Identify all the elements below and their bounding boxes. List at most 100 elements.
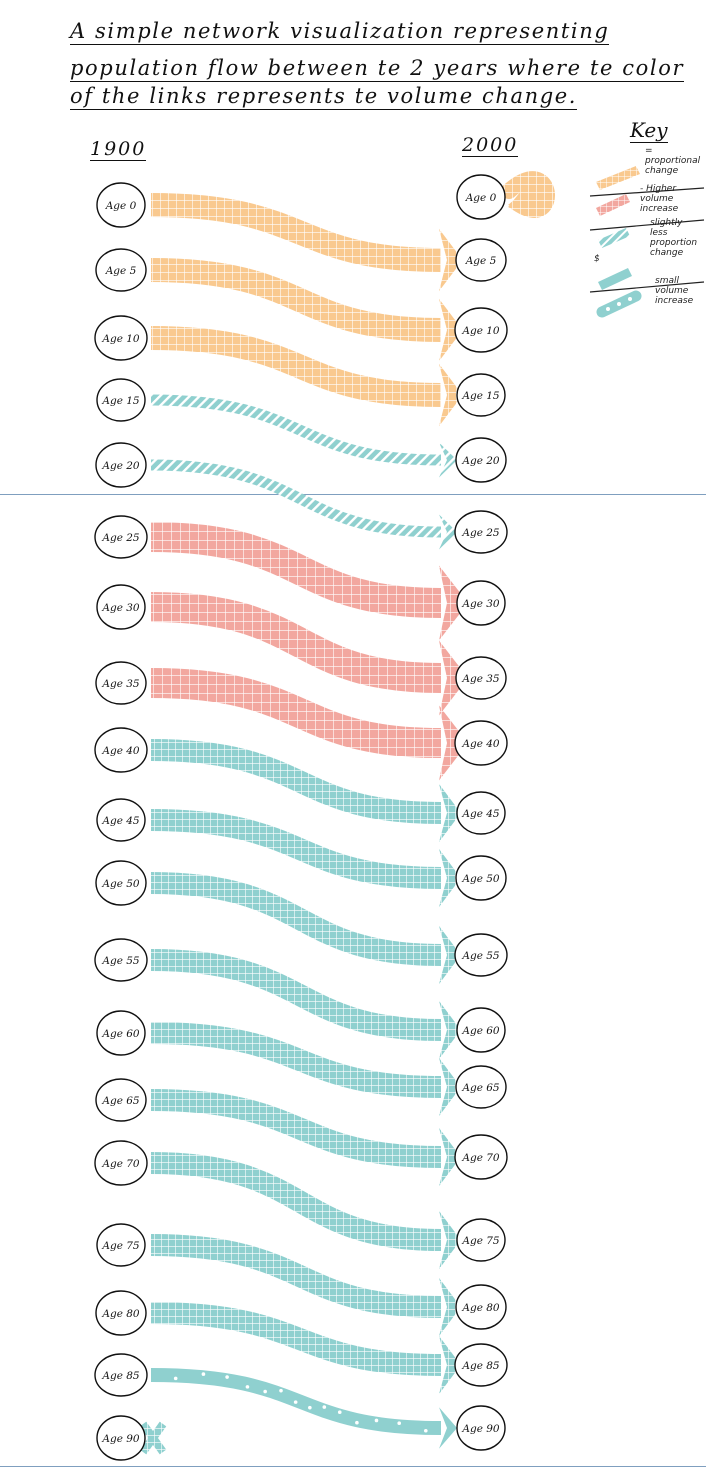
key-title: Key <box>630 118 668 143</box>
node-label: Age 20 <box>101 460 140 472</box>
node-circle <box>456 580 506 626</box>
node-label: Age 0 <box>465 192 497 204</box>
node-circle <box>95 860 147 906</box>
node-1900-age-60: Age 60 <box>96 1010 146 1056</box>
node-circle <box>455 855 507 901</box>
link-age-55-to-age-60 <box>150 949 461 1060</box>
node-circle <box>456 791 506 835</box>
node-1900-age-25: Age 25 <box>94 515 148 559</box>
node-circle <box>95 661 147 705</box>
link-age-35-to-age-40 <box>150 668 468 781</box>
node-2000-age-30: Age 30 <box>456 580 506 626</box>
node-label: Age 50 <box>461 873 500 885</box>
node-label: Age 45 <box>101 815 140 827</box>
node-label: Age 40 <box>461 738 500 750</box>
node-1900-age-45: Age 45 <box>96 798 146 842</box>
node-circle <box>94 727 148 773</box>
key-swatches <box>589 166 705 318</box>
key-swatch-small-volume <box>596 290 642 318</box>
node-circle <box>455 1284 507 1330</box>
node-circle <box>456 1007 506 1053</box>
node-label: Age 25 <box>461 527 500 539</box>
node-2000-age-40: Age 40 <box>454 720 508 766</box>
node-1900-age-80: Age 80 <box>95 1290 147 1336</box>
node-circle <box>455 238 507 282</box>
node-2000-age-5: Age 5 <box>455 238 507 282</box>
node-label: Age 35 <box>101 678 140 690</box>
key-rule <box>589 187 705 197</box>
node-2000-age-10: Age 10 <box>454 307 508 353</box>
node-1900-age-10: Age 10 <box>94 315 148 361</box>
links-layer <box>139 171 555 1455</box>
node-circle <box>456 174 506 220</box>
node-label: Age 55 <box>101 955 140 967</box>
node-2000-age-25: Age 25 <box>454 510 508 554</box>
link-age-50-to-age-55 <box>150 872 461 985</box>
key-swatch-proportional <box>596 166 640 190</box>
node-circle <box>96 584 146 630</box>
node-label: Age 15 <box>101 395 140 407</box>
node-2000-age-50: Age 50 <box>455 855 507 901</box>
key-label-small-volume: small volume increase <box>655 276 694 306</box>
node-2000-age-55: Age 55 <box>454 933 508 977</box>
node-label: Age 5 <box>105 265 137 277</box>
node-label: Age 70 <box>101 1158 140 1170</box>
node-label: Age 15 <box>461 390 500 402</box>
node-circle <box>94 515 148 559</box>
node-2000-age-0: Age 0 <box>456 174 506 220</box>
node-1900-age-15: Age 15 <box>96 378 146 422</box>
key-dollar-mark: $ <box>594 254 600 264</box>
node-2000-age-15: Age 15 <box>456 373 506 417</box>
key-swatch-slightly-less <box>598 228 632 290</box>
node-2000-age-20: Age 20 <box>455 437 507 483</box>
node-circle <box>456 1405 506 1451</box>
node-circle <box>94 1353 148 1397</box>
link-age-0-to-age-5 <box>150 193 463 292</box>
node-1900-age-30: Age 30 <box>96 584 146 630</box>
node-label: Age 65 <box>101 1095 140 1107</box>
node-2000-age-85: Age 85 <box>454 1343 508 1387</box>
node-circle <box>455 1065 507 1109</box>
node-circle <box>94 1140 148 1186</box>
node-2000-age-65: Age 65 <box>455 1065 507 1109</box>
node-label: Age 60 <box>461 1025 500 1037</box>
node-circle <box>96 182 146 228</box>
node-label: Age 10 <box>101 333 140 345</box>
age0-self-loop <box>501 171 555 218</box>
node-2000-age-60: Age 60 <box>456 1007 506 1053</box>
link-age-25-to-age-30 <box>150 522 468 641</box>
node-1900-age-20: Age 20 <box>95 442 147 488</box>
node-label: Age 50 <box>101 878 140 890</box>
node-label: Age 30 <box>101 602 140 614</box>
node-label: Age 0 <box>105 200 137 212</box>
title-line-1: A simple network visualization represent… <box>70 19 610 45</box>
node-circle <box>95 1290 147 1336</box>
key-rule <box>589 281 705 293</box>
node-circle <box>94 938 148 982</box>
node-circle <box>454 307 508 353</box>
node-circle <box>455 437 507 483</box>
link-age-15-to-age-20 <box>150 394 457 478</box>
node-label: Age 30 <box>461 598 500 610</box>
node-label: Age 75 <box>461 1235 500 1247</box>
node-1900-age-35: Age 35 <box>95 661 147 705</box>
key-label-higher-volume: - Higher volume increase <box>640 184 679 214</box>
nodes-layer: Age 0 Age 5 Age 10 Age 15 Age 20 Age 25 Age 30… <box>94 174 508 1461</box>
key-rule <box>589 219 705 231</box>
node-label: Age 80 <box>101 1308 140 1320</box>
link-age-10-to-age-15 <box>150 326 463 427</box>
node-label: Age 5 <box>465 255 497 267</box>
node-circle <box>96 1415 146 1461</box>
link-age-70-to-age-75 <box>150 1152 461 1270</box>
key-label-proportional: = proportional change <box>645 146 701 176</box>
node-1900-age-5: Age 5 <box>95 248 147 292</box>
node-circle <box>95 442 147 488</box>
node-circle <box>456 373 506 417</box>
link-age-60-to-age-65 <box>150 1022 461 1117</box>
year-label-1900: 1900 <box>90 138 147 161</box>
node-2000-age-90: Age 90 <box>456 1405 506 1451</box>
node-label: Age 70 <box>461 1152 500 1164</box>
node-label: Age 60 <box>101 1028 140 1040</box>
